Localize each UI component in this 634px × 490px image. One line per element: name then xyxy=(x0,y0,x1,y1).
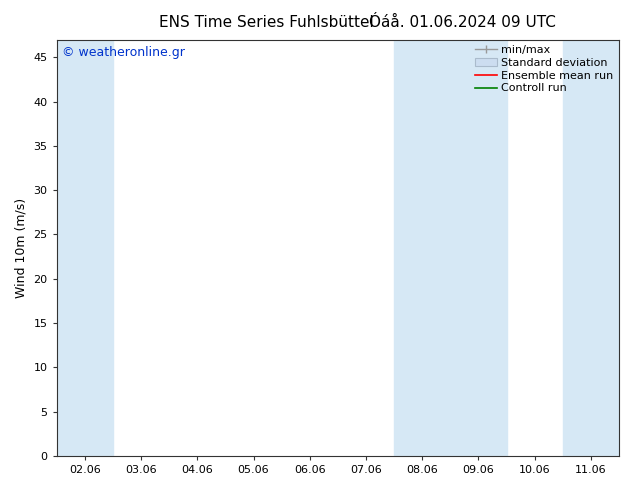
Bar xyxy=(56,40,113,456)
Text: © weatheronline.gr: © weatheronline.gr xyxy=(62,46,185,59)
Legend: min/max, Standard deviation, Ensemble mean run, Controll run: min/max, Standard deviation, Ensemble me… xyxy=(472,43,616,96)
Bar xyxy=(394,40,507,456)
Text: Óáå. 01.06.2024 09 UTC: Óáå. 01.06.2024 09 UTC xyxy=(370,15,556,30)
Bar xyxy=(563,40,619,456)
Y-axis label: Wind 10m (m/s): Wind 10m (m/s) xyxy=(15,197,28,298)
Text: ENS Time Series Fuhlsbüttel: ENS Time Series Fuhlsbüttel xyxy=(159,15,373,30)
